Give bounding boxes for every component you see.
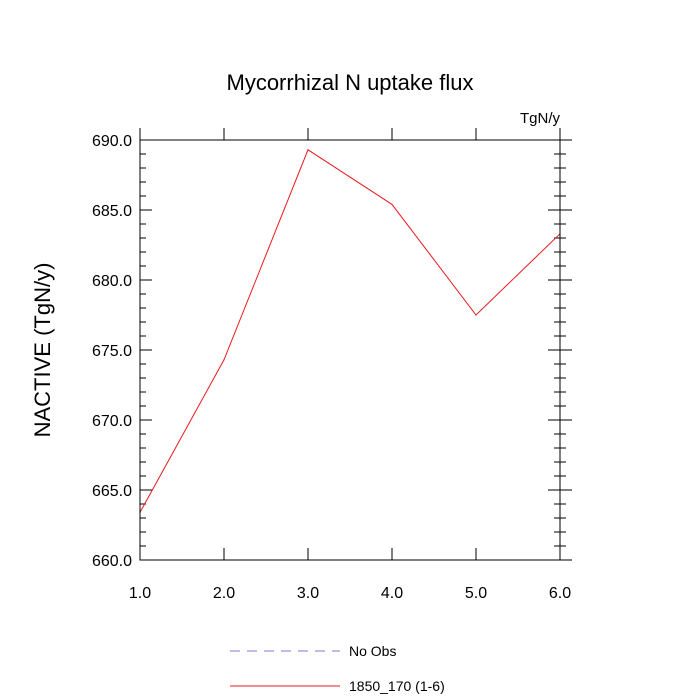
chart-title: Mycorrhizal N uptake flux [227, 70, 474, 95]
y-tick-label: 665.0 [92, 483, 132, 500]
x-tick-label: 2.0 [213, 585, 235, 602]
series-layer [139, 149, 561, 513]
x-tick-label: 6.0 [549, 585, 571, 602]
y-tick-label: 660.0 [92, 553, 132, 570]
units-label: TgN/y [520, 110, 561, 127]
y-tick-label: 675.0 [92, 343, 132, 360]
plot-frame [139, 139, 561, 561]
x-tick-label: 1.0 [129, 585, 151, 602]
legend-label-series: 1850_170 (1-6) [349, 678, 445, 694]
data-point [307, 149, 309, 151]
y-tick-label: 690.0 [92, 133, 132, 150]
x-tick-label: 4.0 [381, 585, 403, 602]
x-tick-label: 3.0 [297, 585, 319, 602]
legend-label-no-obs: No Obs [349, 643, 396, 659]
axis-ticks [139, 128, 572, 561]
y-tick-label: 680.0 [92, 273, 132, 290]
legend: No Obs 1850_170 (1-6) [230, 643, 445, 694]
data-point [223, 359, 225, 361]
x-tick-label: 5.0 [465, 585, 487, 602]
y-axis-label: NACTIVE (TgN/y) [30, 263, 55, 438]
y-tick-label: 685.0 [92, 203, 132, 220]
y-tick-label: 670.0 [92, 413, 132, 430]
data-point [391, 203, 393, 205]
series-line [139, 149, 561, 513]
data-point [475, 314, 477, 316]
tick-labels: 1.0 2.0 3.0 4.0 5.0 6.0 660.0 665.0 670.0 675.0 68… [92, 133, 571, 602]
